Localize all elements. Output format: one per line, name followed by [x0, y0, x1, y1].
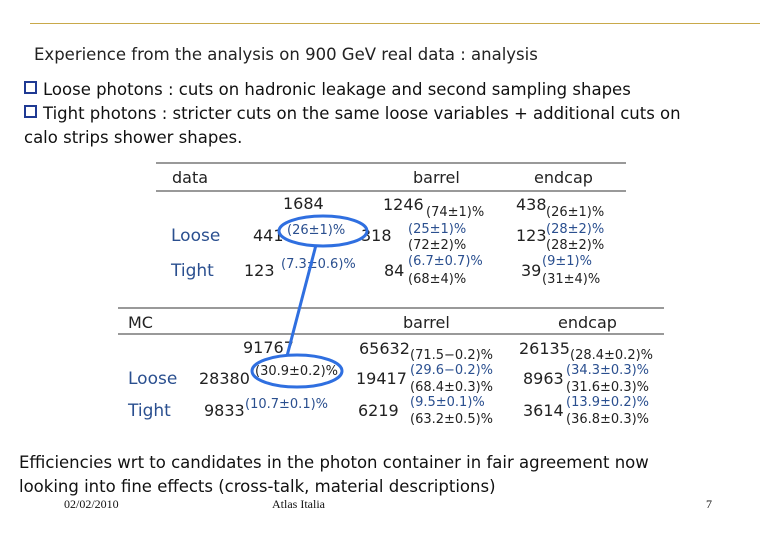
mc-tight-barrel-pct1: (9.5±0.1)% — [410, 395, 485, 410]
data-tight-endcap: 39 — [521, 261, 541, 280]
mc-loose-barrel-pct2: (68.4±0.3)% — [410, 380, 493, 395]
bullet-tight: Tight photons : stricter cuts on the sam… — [24, 104, 681, 123]
data-tight-label: Tight — [170, 261, 214, 281]
mc-header-barrel: barrel — [403, 313, 450, 332]
data-total-endcap-pct: (26±1)% — [546, 205, 604, 220]
data-tight-barrel-pct2: (68±4)% — [408, 272, 466, 287]
bullet-tight-continued: calo strips shower shapes. — [24, 128, 243, 147]
mc-tight-all: 9833 — [204, 401, 245, 420]
data-total-all: 1684 — [283, 194, 324, 213]
mc-loose-all: 28380 — [199, 369, 250, 388]
data-total-endcap: 438 — [516, 195, 547, 214]
data-tight-endcap-pct1: (9±1)% — [542, 254, 592, 269]
data-loose-all-pct: (26±1)% — [287, 223, 345, 238]
mc-loose-barrel: 19417 — [356, 369, 407, 388]
mc-header-endcap: endcap — [558, 313, 617, 332]
data-tight-all: 123 — [244, 261, 275, 280]
data-header-data: data — [172, 168, 208, 187]
mc-loose-endcap: 8963 — [523, 369, 564, 388]
data-header-endcap: endcap — [534, 168, 593, 187]
data-tight-barrel: 84 — [384, 261, 404, 280]
data-loose-highlight-ellipse — [277, 214, 369, 248]
footer-date: 02/02/2010 — [64, 497, 119, 511]
data-loose-all: 441 — [253, 226, 284, 245]
data-loose-barrel-pct2: (72±2)% — [408, 238, 466, 253]
mc-total-barrel-pct: (71.5−0.2)% — [410, 348, 493, 363]
footer-page-number: 7 — [706, 497, 712, 511]
conclusion-line-1: Efficiencies wrt to candidates in the ph… — [19, 453, 649, 472]
data-loose-label: Loose — [171, 226, 220, 246]
mc-tight-barrel: 6219 — [358, 401, 399, 420]
bullet-tight-text: Tight photons : stricter cuts on the sam… — [43, 104, 681, 123]
mc-loose-all-pct: (30.9±0.2)% — [255, 364, 338, 379]
mc-tight-endcap-pct1: (13.9±0.2)% — [566, 395, 649, 410]
mc-tight-label: Tight — [127, 401, 171, 421]
mc-loose-endcap-pct1: (34.3±0.3)% — [566, 363, 649, 378]
data-total-barrel: 1246 — [383, 195, 424, 214]
mc-tight-endcap: 3614 — [523, 401, 564, 420]
checkbox-bullet-icon — [24, 105, 37, 118]
mc-loose-highlight-ellipse — [250, 353, 344, 389]
data-loose-endcap: 123 — [516, 226, 547, 245]
mc-header-mc: MC — [128, 313, 153, 332]
footer-title: Atlas Italia — [272, 497, 325, 511]
comparison-connector-line — [285, 244, 318, 357]
top-rule — [30, 23, 760, 24]
mc-total-endcap: 26135 — [519, 339, 570, 358]
data-total-barrel-pct: (74±1)% — [426, 205, 484, 220]
mc-tight-all-pct: (10.7±0.1)% — [245, 397, 328, 412]
data-loose-barrel: 318 — [361, 226, 392, 245]
mc-loose-endcap-pct2: (31.6±0.3)% — [566, 380, 649, 395]
slide-heading: Experience from the analysis on 900 GeV … — [34, 45, 538, 64]
mc-tight-endcap-pct2: (36.8±0.3)% — [566, 412, 649, 427]
data-loose-endcap-pct1: (28±2)% — [546, 222, 604, 237]
mc-total-barrel: 65632 — [359, 339, 410, 358]
mc-loose-label: Loose — [128, 369, 177, 389]
conclusion-line-2: looking into fine effects (cross-talk, m… — [19, 477, 496, 496]
mc-total-endcap-pct: (28.4±0.2)% — [570, 348, 653, 363]
bullet-loose: Loose photons : cuts on hadronic leakage… — [24, 80, 631, 99]
data-loose-endcap-pct2: (28±2)% — [546, 238, 604, 253]
data-tight-all-pct: (7.3±0.6)% — [281, 257, 356, 272]
mc-tight-barrel-pct2: (63.2±0.5)% — [410, 412, 493, 427]
data-tight-endcap-pct2: (31±4)% — [542, 272, 600, 287]
bullet-loose-text: Loose photons : cuts on hadronic leakage… — [43, 80, 631, 99]
conclusion-text: Efficiencies wrt to candidates in the ph… — [19, 451, 649, 499]
mc-total-all: 91767 — [243, 338, 294, 357]
data-header-barrel: barrel — [413, 168, 460, 187]
data-loose-barrel-pct1: (25±1)% — [408, 222, 466, 237]
checkbox-bullet-icon — [24, 81, 37, 94]
data-tight-barrel-pct1: (6.7±0.7)% — [408, 254, 483, 269]
mc-loose-barrel-pct1: (29.6−0.2)% — [410, 363, 493, 378]
